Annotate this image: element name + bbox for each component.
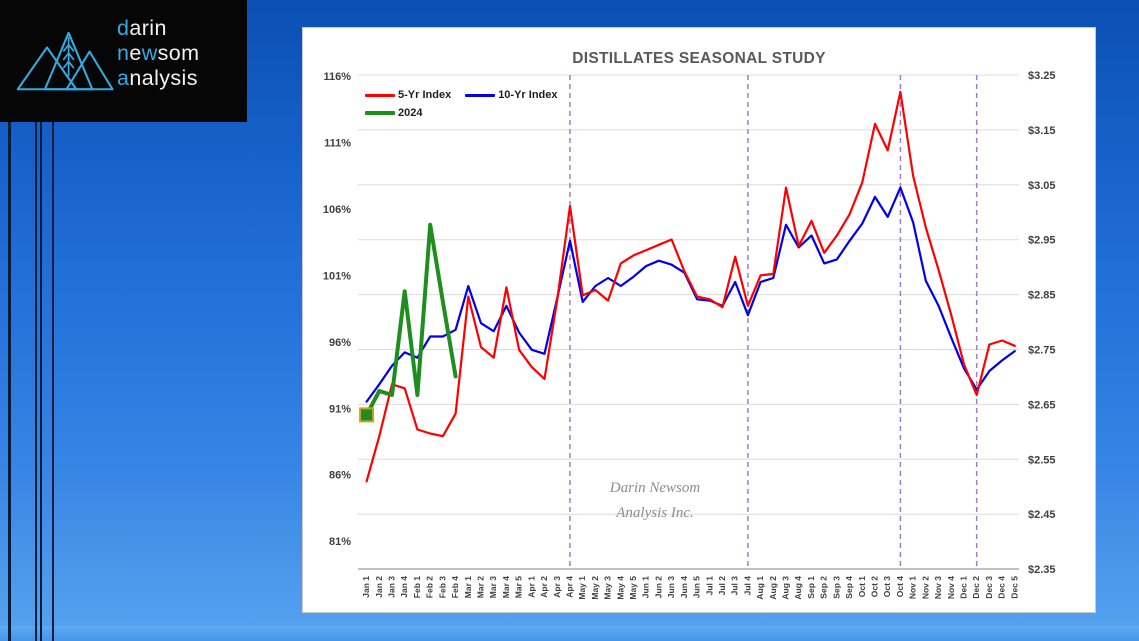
svg-text:Oct 4: Oct 4: [895, 576, 905, 598]
svg-text:Mar 2: Mar 2: [475, 576, 485, 598]
svg-text:101%: 101%: [323, 270, 351, 282]
svg-text:Jan 2: Jan 2: [374, 576, 384, 598]
svg-text:Jun 4: Jun 4: [679, 576, 689, 598]
svg-text:Jul 4: Jul 4: [742, 576, 752, 596]
svg-text:Jan 4: Jan 4: [399, 576, 409, 598]
chart-title: DISTILLATES SEASONAL STUDY: [572, 50, 826, 67]
svg-text:116%: 116%: [323, 71, 351, 83]
mountains-wheat-icon: [16, 31, 114, 91]
svg-text:$3.15: $3.15: [1028, 125, 1056, 137]
svg-text:Mar 4: Mar 4: [501, 576, 511, 598]
legend-swatch-10yr: [465, 93, 496, 97]
svg-text:$2.35: $2.35: [1028, 564, 1056, 576]
window-edge-line-2: [35, 118, 37, 641]
svg-text:Nov 3: Nov 3: [933, 576, 943, 599]
svg-text:Dec 5: Dec 5: [1009, 576, 1019, 599]
legend-label-5yr: 5-Yr Index: [398, 89, 452, 101]
svg-text:Oct 3: Oct 3: [882, 576, 892, 598]
svg-text:Feb 4: Feb 4: [450, 576, 460, 598]
svg-text:$3.25: $3.25: [1028, 70, 1056, 82]
svg-text:Jan 3: Jan 3: [387, 576, 397, 598]
window-edge-line-3: [40, 118, 42, 641]
svg-text:Nov 1: Nov 1: [908, 576, 918, 599]
watermark-line-2: Analysis Inc.: [616, 505, 694, 521]
svg-text:Jul 1: Jul 1: [704, 576, 714, 596]
svg-text:$2.45: $2.45: [1028, 509, 1056, 521]
chart-watermark: Darin Newsom Analysis Inc.: [555, 476, 755, 526]
svg-text:Mar 5: Mar 5: [514, 576, 524, 598]
window-edge-line-1: [8, 118, 11, 641]
svg-text:Sep 1: Sep 1: [806, 576, 816, 599]
chart-panel: DISTILLATES SEASONAL STUDY 5-Yr Index 10…: [302, 27, 1096, 613]
svg-text:Dec 3: Dec 3: [984, 576, 994, 599]
svg-text:$2.75: $2.75: [1028, 345, 1056, 357]
legend-label-10yr: 10-Yr Index: [498, 89, 558, 101]
svg-text:$2.95: $2.95: [1028, 235, 1056, 247]
svg-text:Apr 4: Apr 4: [564, 576, 574, 598]
svg-text:May 5: May 5: [628, 576, 638, 600]
svg-text:Sep 3: Sep 3: [831, 576, 841, 599]
svg-text:Dec 4: Dec 4: [997, 576, 1007, 599]
legend-swatch-2024: [365, 110, 395, 116]
svg-text:Feb 2: Feb 2: [425, 576, 435, 598]
svg-text:Jun 2: Jun 2: [653, 576, 663, 598]
legend-swatch-5yr: [365, 93, 395, 97]
svg-text:Feb 1: Feb 1: [412, 576, 422, 598]
watermark-line-1: Darin Newsom: [609, 480, 701, 496]
legend-label-2024: 2024: [398, 107, 423, 119]
svg-text:Oct 2: Oct 2: [870, 576, 880, 598]
svg-text:Apr 2: Apr 2: [539, 576, 549, 598]
svg-text:81%: 81%: [329, 536, 351, 548]
svg-text:Jun 5: Jun 5: [692, 576, 702, 598]
legend-item-2024: 2024: [365, 107, 422, 119]
svg-text:May 3: May 3: [603, 576, 613, 600]
svg-text:Dec 1: Dec 1: [958, 576, 968, 599]
svg-text:Aug 2: Aug 2: [768, 576, 778, 600]
svg-text:106%: 106%: [323, 204, 351, 216]
brand-logo: darin newsom analysis: [0, 0, 247, 122]
svg-text:Nov 4: Nov 4: [946, 576, 956, 599]
svg-text:May 1: May 1: [577, 576, 587, 600]
svg-text:May 2: May 2: [590, 576, 600, 600]
svg-text:Jul 2: Jul 2: [717, 576, 727, 596]
svg-text:Oct 1: Oct 1: [857, 576, 867, 598]
svg-text:Aug 1: Aug 1: [755, 576, 765, 600]
svg-text:$3.05: $3.05: [1028, 180, 1056, 192]
window-edge-line-4: [52, 118, 54, 641]
chart-legend: 5-Yr Index 10-Yr Index 2024: [365, 86, 585, 122]
svg-text:Aug 3: Aug 3: [781, 576, 791, 600]
svg-text:Sep 4: Sep 4: [844, 576, 854, 599]
brand-wordmark: darin newsom analysis: [117, 16, 200, 90]
svg-text:Mar 1: Mar 1: [463, 576, 473, 598]
svg-text:Apr 1: Apr 1: [526, 576, 536, 598]
svg-text:Jul 3: Jul 3: [730, 576, 740, 596]
svg-text:Apr 3: Apr 3: [552, 576, 562, 598]
seasonal-study-chart: $3.25 $3.15 $3.05 $2.95 $2.85 $2.75 $2.65 $2.55…: [323, 70, 1056, 600]
svg-text:Nov 2: Nov 2: [920, 576, 930, 599]
svg-text:96%: 96%: [329, 337, 351, 349]
svg-text:Mar 3: Mar 3: [488, 576, 498, 598]
svg-text:Jun 1: Jun 1: [641, 576, 651, 598]
svg-text:Feb 3: Feb 3: [437, 576, 447, 598]
legend-item-10yr-index: 10-Yr Index: [465, 89, 558, 101]
background-bottom-band: [0, 626, 1139, 641]
svg-text:91%: 91%: [329, 403, 351, 415]
svg-text:Jan 1: Jan 1: [361, 576, 371, 598]
legend-item-5yr-index: 5-Yr Index: [365, 89, 451, 101]
svg-text:Jun 3: Jun 3: [666, 576, 676, 598]
svg-text:86%: 86%: [329, 470, 351, 482]
svg-text:May 4: May 4: [615, 576, 625, 600]
svg-text:Sep 2: Sep 2: [819, 576, 829, 599]
svg-text:111%: 111%: [324, 137, 351, 149]
svg-text:$2.65: $2.65: [1028, 399, 1056, 411]
svg-text:$2.55: $2.55: [1028, 454, 1056, 466]
svg-text:Dec 2: Dec 2: [971, 576, 981, 599]
svg-text:Aug 4: Aug 4: [793, 576, 803, 600]
svg-text:$2.85: $2.85: [1028, 290, 1056, 302]
